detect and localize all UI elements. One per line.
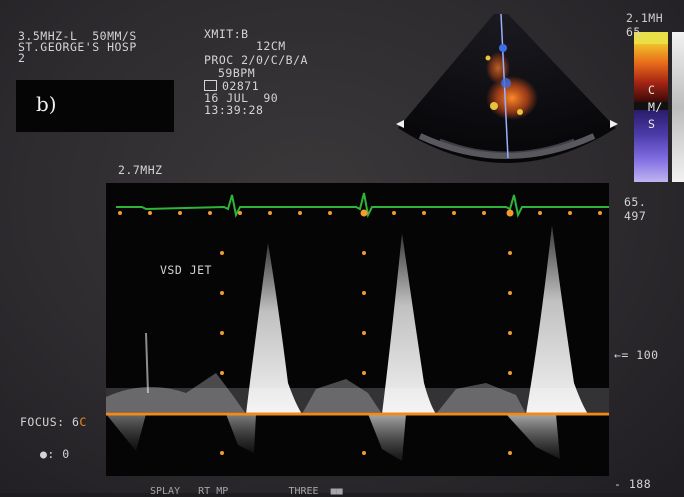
proc-setting: PROC 2/0/C/B/A [204,53,308,67]
color-scale-top: 65. [626,25,649,39]
color-velocity-bar [634,32,668,192]
timing-markers [118,209,602,455]
echo-sector-image [396,13,618,163]
patient-id: 02871 [204,80,259,92]
grayscale-bar [672,32,684,182]
study-time: 13:39:28 [204,103,264,117]
velocity-scale-mid: ←= 100 [614,348,659,362]
focus-label: FOCUS: 6C [20,416,87,428]
color-scale-bottom: 65. [624,195,647,209]
gain-label: ●: 0 [40,447,70,461]
ecg-trace [116,192,609,219]
patient-id-value: 02871 [222,79,260,93]
focus-marker: C [79,415,87,429]
scale-top-partial: 2.1MH [626,11,664,25]
hospital-name: ST.GEORGE'S HOSP [18,40,137,54]
depth-setting: 12CM [256,39,286,53]
vsd-jet-2 [382,233,436,414]
heart-rate: 59BPM [218,66,256,80]
panel-label: b) [36,92,57,116]
xmit-setting: XMIT:B [204,27,249,41]
doppler-spectrum [106,183,609,476]
panel-label-box: b) [16,80,174,132]
vsd-jet-1 [246,243,302,414]
velocity-scale-bottom: - 188 [614,477,652,491]
vsd-jet-label: VSD JET [160,263,212,277]
probe-info: 3.5MHZ-L 50MM/S [18,29,137,43]
study-date: 16 JUL 90 [204,91,279,105]
box-icon [204,80,217,91]
header-index: 2 [18,51,26,65]
velocity-scale-top: 497 [624,209,647,223]
vsd-jet-3 [526,225,588,414]
bottom-status-partial: SPLAY RT MP THREE ■■ [150,486,355,497]
doppler-frequency: 2.7MHZ [118,163,163,177]
focus-value: FOCUS: 6 [20,415,80,429]
color-scale-unit: CM/S [648,83,663,131]
